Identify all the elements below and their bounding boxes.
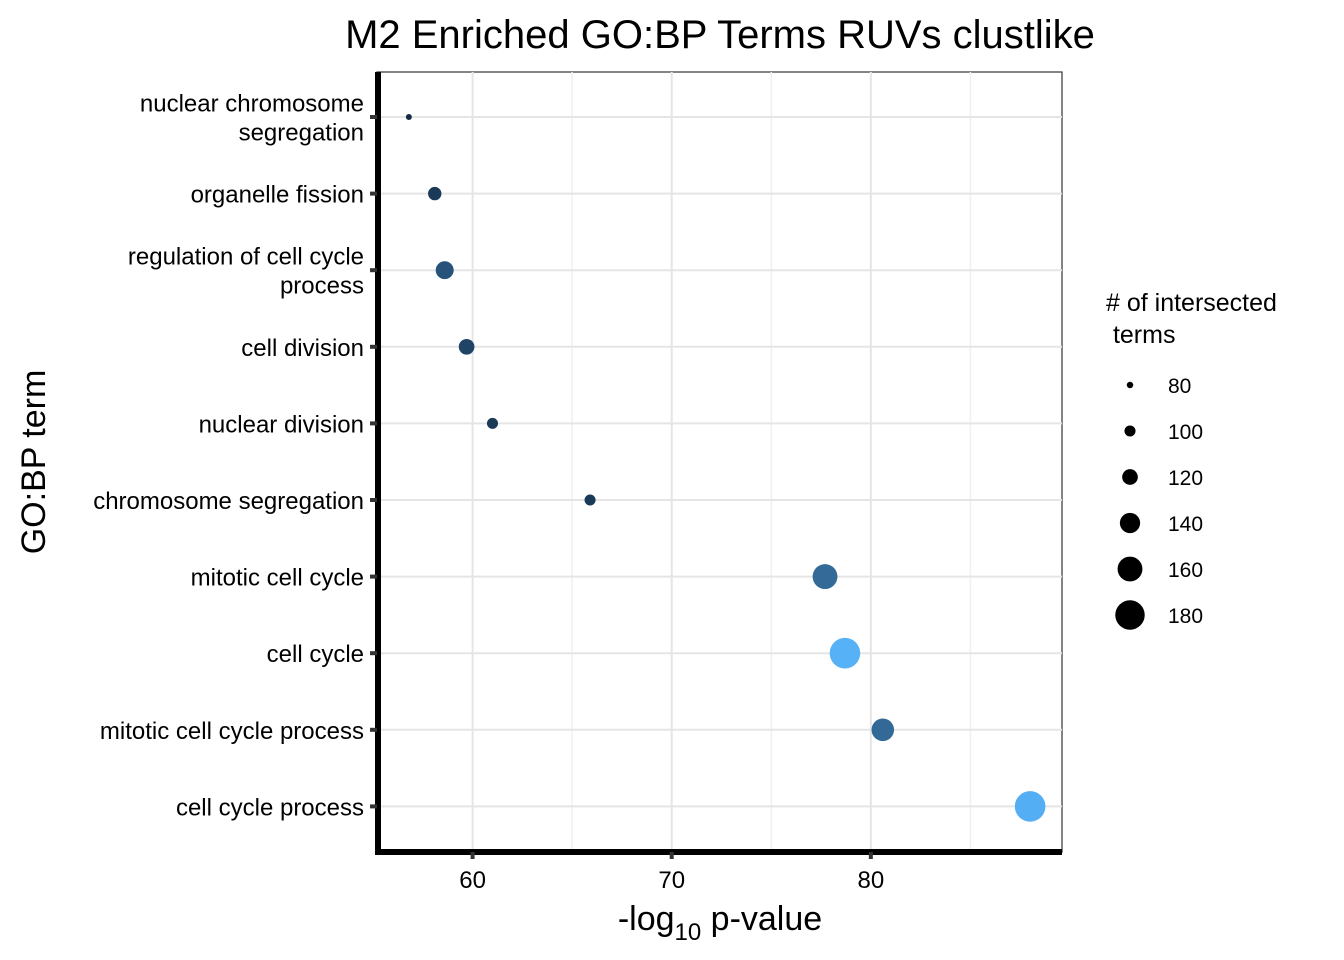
y-tick-label: mitotic cell cycle process — [100, 718, 364, 745]
major-gridlines — [377, 72, 1062, 852]
x-tick-label: 80 — [857, 867, 884, 894]
legend-key — [1119, 512, 1141, 534]
data-point — [871, 718, 895, 742]
plot-panel — [375, 71, 1063, 855]
data-point — [829, 637, 861, 669]
legend-key — [1122, 469, 1138, 485]
x-tick-label: 70 — [658, 867, 685, 894]
minor-gridlines — [571, 72, 972, 852]
legend-key — [1117, 556, 1143, 582]
y-tick-label: organelle fission — [191, 182, 364, 209]
legend-key — [1124, 425, 1136, 437]
y-tick-label: nuclear chromosome segregation — [140, 91, 364, 147]
legend-label: 140 — [1168, 513, 1203, 536]
data-point — [584, 494, 596, 506]
chart-title: M2 Enriched GO:BP Terms RUVs clustlike — [345, 13, 1095, 57]
y-axis-title: GO:BP term — [15, 370, 53, 555]
legend-key — [1115, 600, 1145, 630]
y-tick-label: cell cycle — [267, 641, 364, 668]
x-tick-label: 60 — [459, 867, 486, 894]
legend-entries: 80 100 120 140 160 180 — [1115, 375, 1203, 630]
legend: # of intersected terms 80 100 120 140 160 180 — [1106, 289, 1277, 630]
data-point — [428, 186, 442, 201]
y-tick-label: mitotic cell cycle — [191, 565, 364, 592]
legend-title: # of intersected terms — [1106, 289, 1277, 349]
legend-label: 160 — [1168, 559, 1203, 582]
data-point — [486, 417, 499, 429]
legend-label: 120 — [1168, 467, 1203, 490]
data-point — [405, 114, 412, 120]
x-axis-tick-labels: 60 70 80 — [459, 867, 884, 894]
y-tick-label: cell cycle process — [176, 794, 364, 821]
legend-key — [1126, 381, 1134, 389]
y-tick-label: nuclear division — [199, 411, 364, 438]
y-tick-label: cell division — [241, 335, 364, 362]
data-points — [405, 114, 1046, 822]
y-tick-label: regulation of cell cycle process — [128, 244, 364, 300]
y-axis-tick-labels: nuclear chromosome segregation organelle f… — [93, 91, 364, 822]
data-point — [435, 261, 454, 280]
data-point — [812, 564, 838, 590]
legend-label: 80 — [1168, 375, 1191, 398]
data-point — [458, 338, 475, 355]
y-axis-ticks — [370, 115, 377, 809]
data-point — [1014, 791, 1046, 822]
x-axis-ticks — [470, 852, 873, 859]
legend-label: 180 — [1168, 605, 1203, 628]
y-tick-label: chromosome segregation — [93, 488, 364, 515]
x-axis-title: -log10 p-value — [618, 900, 822, 946]
legend-label: 100 — [1168, 421, 1203, 444]
